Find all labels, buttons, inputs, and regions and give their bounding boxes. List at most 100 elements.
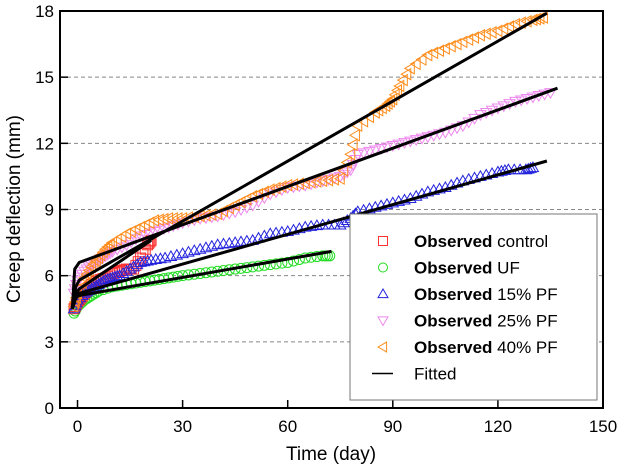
data-point-dense <box>322 173 334 187</box>
data-point-dense <box>293 253 305 265</box>
data-point <box>473 28 485 42</box>
data-point-dense <box>270 258 282 270</box>
data-point-dense <box>304 179 318 191</box>
data-point-dense <box>149 252 163 264</box>
legend-item: Observed control <box>378 232 548 251</box>
data-point-dense <box>427 130 441 142</box>
data-point-dense <box>288 255 300 267</box>
data-point-dense <box>216 204 228 218</box>
data-point <box>438 180 452 192</box>
data-point-dense <box>498 164 512 176</box>
data-point-dense <box>533 11 545 25</box>
x-tick-label: 150 <box>589 417 617 436</box>
data-point-dense <box>171 211 183 225</box>
legend-item: Fitted <box>372 365 457 384</box>
data-point-dense <box>240 202 254 214</box>
data-point-dense <box>310 175 322 188</box>
data-point <box>379 99 391 113</box>
data-point-dense <box>110 269 124 281</box>
data-point <box>148 214 160 227</box>
legend-label-text: 25% PF <box>492 312 557 331</box>
data-point-dense <box>396 73 408 87</box>
legend-item: Observed 15% PF <box>377 285 558 304</box>
legend-label-text: 40% PF <box>492 338 557 357</box>
legend-label-text: 15% PF <box>492 285 557 304</box>
legend-marker-icon <box>378 236 388 246</box>
data-point <box>144 253 158 265</box>
legend-label-text: UF <box>492 259 519 278</box>
data-point-dense <box>319 250 331 262</box>
data-point-dense <box>348 128 360 142</box>
legend-label-bold: Observed <box>414 232 492 251</box>
data-point <box>508 17 520 31</box>
data-point-dense <box>89 254 101 268</box>
x-axis-title: Time (day) <box>286 444 376 465</box>
data-point-dense <box>346 138 358 152</box>
data-point-dense <box>374 143 388 155</box>
legend-marker-icon <box>377 316 389 327</box>
data-point-dense <box>103 238 115 252</box>
legend-label-bold: Observed <box>414 312 492 331</box>
legend-marker-icon <box>377 341 388 353</box>
data-point <box>316 174 328 188</box>
legend-label-text: Fitted <box>414 365 457 384</box>
legend-label-text: control <box>492 232 548 251</box>
data-point-dense <box>415 53 427 66</box>
fitted-lines <box>70 11 559 310</box>
data-point <box>85 260 97 274</box>
data-point-dense <box>311 251 323 263</box>
data-point-dense <box>157 212 169 226</box>
x-tick-label: 120 <box>484 417 512 436</box>
y-tick-label: 9 <box>45 201 54 220</box>
data-point-dense <box>409 189 423 201</box>
legend-label-bold: Observed <box>414 259 492 278</box>
data-point-dense <box>357 148 370 160</box>
legend-marker-icon <box>377 288 389 299</box>
data-point-dense <box>287 182 300 194</box>
data-point-dense <box>479 27 491 41</box>
data-point-dense <box>409 57 421 71</box>
data-point-dense <box>152 213 164 227</box>
data-point-dense <box>514 16 526 30</box>
y-tick-label: 6 <box>45 267 54 286</box>
y-axis-title: Creep deflection (mm) <box>4 115 25 303</box>
legend-item: Observed 25% PF <box>377 312 558 331</box>
legend-label: Observed 40% PF <box>414 338 558 357</box>
data-point-dense <box>205 208 217 222</box>
x-tick-label: 60 <box>278 417 297 436</box>
data-point <box>403 61 415 75</box>
legend-label: Observed 25% PF <box>414 312 558 331</box>
data-point-dense <box>154 252 167 264</box>
legend-marker-icon <box>378 262 388 273</box>
data-point-dense <box>137 255 151 267</box>
fitted-line-fitted-25-pf <box>70 86 559 309</box>
legend-label-bold: Observed <box>414 285 492 304</box>
axis-ticks: 0 3 6 9 12 15 18 0 30 60 90 120 150 <box>35 2 617 436</box>
data-point <box>134 255 147 267</box>
y-tick-label: 3 <box>45 333 54 352</box>
y-tick-label: 15 <box>35 68 54 87</box>
legend-label-bold: Observed <box>414 338 492 357</box>
data-point-dense <box>101 240 113 254</box>
data-point-dense <box>94 248 106 262</box>
fitted-line-fitted-40-pf <box>70 11 548 310</box>
data-point-dense <box>328 173 341 185</box>
legend-label: Fitted <box>414 365 457 384</box>
data-point-dense <box>222 201 234 215</box>
data-point <box>246 200 260 212</box>
data-point <box>317 250 329 262</box>
y-tick-label: 12 <box>35 134 54 153</box>
legend-item: Observed 40% PF <box>377 338 558 357</box>
y-tick-label: 18 <box>35 2 54 21</box>
x-tick-label: 90 <box>383 417 402 436</box>
legend-label: Observed 15% PF <box>414 285 558 304</box>
data-point <box>282 256 294 268</box>
legend-label: Observed UF <box>414 259 520 278</box>
data-point <box>344 147 356 161</box>
x-tick-label: 0 <box>73 417 82 436</box>
x-tick-label: 30 <box>173 417 192 436</box>
legend-label: Observed control <box>414 232 548 251</box>
data-point-dense <box>141 254 154 266</box>
